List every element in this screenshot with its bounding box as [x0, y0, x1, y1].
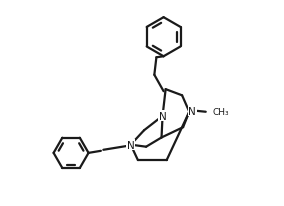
Text: N: N: [159, 111, 166, 121]
Text: N: N: [127, 140, 135, 150]
Text: CH₃: CH₃: [213, 108, 229, 117]
Text: N: N: [189, 106, 196, 116]
